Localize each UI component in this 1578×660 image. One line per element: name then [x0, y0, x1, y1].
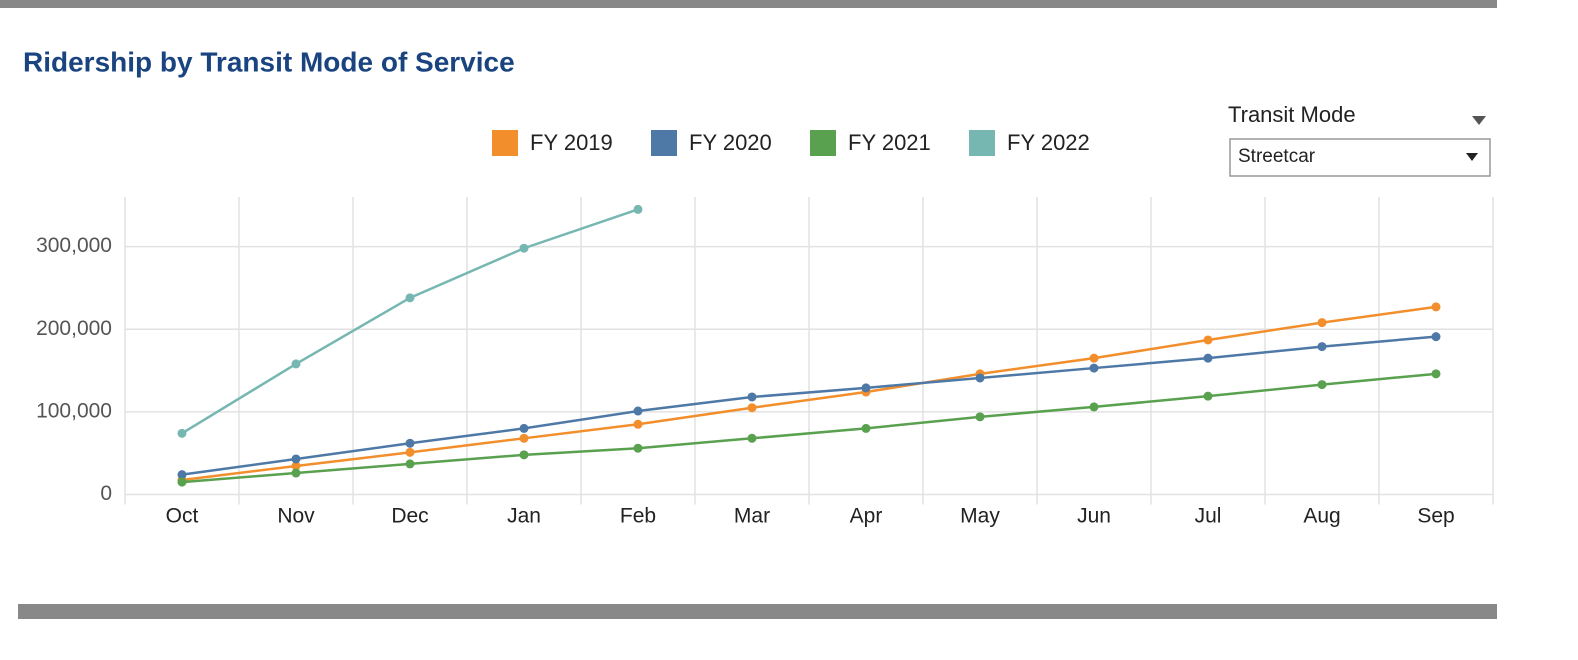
data-point [861, 383, 871, 393]
data-point [405, 447, 415, 457]
data-point [1317, 342, 1327, 352]
bottom-bar [18, 604, 1497, 619]
data-point [633, 443, 643, 453]
data-point [633, 204, 643, 214]
dropdown-box[interactable] [1229, 138, 1491, 177]
data-point [747, 403, 757, 413]
legend-label: FY 2019 [530, 130, 613, 155]
legend-swatch [810, 130, 836, 156]
data-point [1431, 332, 1441, 342]
top-bar [0, 0, 1497, 8]
dropdown-arrow[interactable] [1466, 153, 1478, 161]
data-point [1317, 318, 1327, 328]
data-point [519, 450, 529, 460]
data-point [975, 373, 985, 383]
data-point [291, 454, 301, 464]
dropdown[interactable]: Streetcar [1229, 138, 1491, 177]
x-tick-label: Jul [1195, 505, 1222, 528]
legend-swatch [651, 130, 677, 156]
data-point [747, 433, 757, 443]
legend-swatch [492, 130, 518, 156]
data-point [405, 293, 415, 303]
data-point [1203, 335, 1213, 345]
legend-label: FY 2020 [689, 130, 772, 155]
y-tick-label: 100,000 [36, 399, 112, 422]
y-tick-label: 300,000 [36, 234, 112, 257]
x-tick-label: Nov [277, 505, 315, 528]
data-point [177, 428, 187, 438]
x-tick-label: Aug [1303, 505, 1340, 528]
series-line [181, 305, 1437, 482]
data-point [1203, 391, 1213, 401]
data-point [633, 419, 643, 429]
legend-label: FY 2022 [1007, 130, 1090, 155]
data-point [519, 433, 529, 443]
data-point [747, 392, 757, 402]
data-point [291, 359, 301, 369]
x-tick-label: May [960, 505, 1000, 528]
x-tick-label: Mar [734, 505, 770, 528]
legend-label: FY 2021 [848, 130, 931, 155]
data-point [177, 470, 187, 480]
data-point [1089, 353, 1099, 363]
data-point [1431, 302, 1441, 312]
data-point [1089, 363, 1099, 373]
series-line [181, 372, 1437, 484]
data-point [177, 477, 187, 487]
x-tick-label: Jun [1077, 505, 1111, 528]
x-tick-label: Apr [850, 505, 883, 528]
data-point [1089, 402, 1099, 412]
data-point [291, 461, 301, 471]
y-tick-label: 200,000 [36, 317, 112, 340]
series-line [181, 208, 639, 435]
data-point [1317, 380, 1327, 390]
data-point [861, 423, 871, 433]
data-point [405, 438, 415, 448]
data-point [519, 243, 529, 253]
x-tick-label: Oct [166, 505, 199, 528]
data-point [1203, 353, 1213, 363]
x-tick-label: Jan [507, 505, 541, 528]
x-tick-label: Feb [620, 505, 656, 528]
data-point [975, 412, 985, 422]
data-point [291, 468, 301, 478]
data-point [1431, 369, 1441, 379]
legend-swatch [969, 130, 995, 156]
data-point [405, 459, 415, 469]
x-tick-label: Dec [391, 505, 428, 528]
collapse-arrow[interactable] [1472, 116, 1486, 125]
data-point [633, 406, 643, 416]
y-tick-label: 0 [100, 482, 112, 505]
dropdown-value[interactable]: Streetcar [1238, 146, 1316, 167]
chart-title: Ridership by Transit Mode of Service [23, 46, 515, 77]
series-line [181, 335, 1437, 476]
data-point [519, 423, 529, 433]
x-tick-label: Sep [1417, 505, 1454, 528]
control-label: Transit Mode [1228, 102, 1356, 127]
